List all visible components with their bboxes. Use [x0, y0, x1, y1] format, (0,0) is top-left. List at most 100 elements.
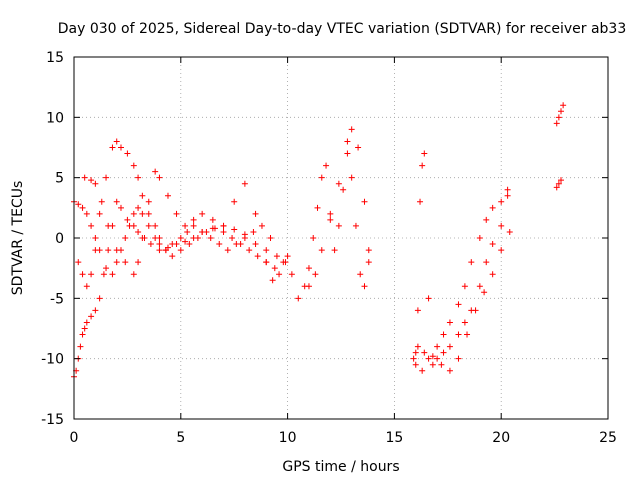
data-point	[446, 367, 453, 374]
data-point	[558, 177, 565, 184]
data-point	[252, 241, 259, 248]
data-point	[103, 265, 110, 272]
x-tick-label: 20	[492, 430, 510, 446]
data-point	[109, 271, 116, 278]
data-point	[498, 222, 505, 229]
data-point	[186, 241, 193, 248]
data-point	[81, 325, 88, 332]
data-point	[177, 235, 184, 241]
data-point	[88, 177, 95, 184]
data-point	[169, 241, 176, 248]
data-point	[438, 361, 445, 368]
data-point	[425, 295, 432, 302]
data-point	[504, 192, 511, 199]
data-point	[130, 210, 137, 217]
data-point	[555, 114, 562, 121]
data-point	[555, 180, 562, 187]
data-point	[207, 235, 214, 241]
data-point	[434, 343, 441, 350]
data-point	[446, 343, 453, 350]
series-track-j	[553, 102, 567, 127]
data-point	[489, 204, 496, 211]
series-track-d	[81, 168, 270, 278]
data-point	[199, 210, 206, 217]
data-point	[96, 210, 103, 217]
data-point	[100, 271, 107, 278]
data-point	[117, 144, 124, 151]
data-point	[224, 247, 231, 254]
y-tick-label: 5	[55, 171, 64, 187]
x-tick-label: 10	[279, 430, 297, 446]
data-point	[410, 355, 417, 362]
data-point	[252, 210, 259, 217]
data-point	[421, 150, 428, 157]
data-point	[237, 241, 244, 248]
series-track-e	[288, 138, 372, 302]
data-point	[231, 198, 238, 205]
data-point	[269, 277, 276, 284]
data-point	[472, 307, 479, 314]
data-point	[361, 198, 368, 205]
data-point	[254, 253, 261, 260]
data-point	[284, 253, 291, 260]
chart-title: Day 030 of 2025, Sidereal Day-to-day VTE…	[58, 21, 627, 37]
data-point	[288, 271, 295, 278]
data-point	[560, 102, 567, 109]
data-point	[498, 198, 505, 205]
data-point	[81, 174, 88, 181]
grid-lines	[74, 57, 608, 419]
data-point	[113, 138, 120, 145]
series-track-g	[410, 150, 511, 368]
data-point	[335, 222, 342, 229]
series-track-f	[305, 126, 372, 290]
data-point	[135, 228, 142, 235]
data-point	[331, 247, 338, 254]
data-point	[241, 180, 248, 187]
data-marks	[71, 102, 567, 380]
data-point	[139, 192, 146, 199]
data-point	[348, 174, 355, 181]
data-point	[461, 283, 468, 290]
data-point	[173, 210, 180, 217]
data-point	[263, 259, 270, 266]
data-point	[305, 283, 312, 290]
data-point	[489, 241, 496, 248]
y-tick-label: 0	[55, 231, 64, 247]
data-point	[419, 162, 426, 169]
x-tick-label: 0	[70, 430, 79, 446]
data-point	[139, 210, 146, 217]
data-point	[182, 238, 189, 245]
data-point	[414, 307, 421, 314]
data-point	[355, 144, 362, 151]
data-point	[135, 174, 142, 181]
data-point	[122, 235, 129, 241]
data-point	[440, 331, 447, 338]
y-tick-label: -10	[41, 352, 64, 368]
data-point	[417, 198, 424, 205]
data-point	[344, 150, 351, 157]
data-point	[464, 331, 471, 338]
data-point	[216, 241, 223, 248]
data-point	[105, 222, 112, 229]
data-point	[263, 247, 270, 254]
data-point	[468, 259, 475, 266]
data-point	[483, 216, 490, 223]
data-point	[229, 235, 236, 241]
data-point	[83, 283, 90, 290]
data-point	[79, 271, 86, 278]
data-point	[164, 192, 171, 199]
data-point	[312, 271, 319, 278]
data-point	[440, 349, 447, 356]
data-point	[88, 313, 95, 320]
data-point	[318, 174, 325, 181]
data-point	[117, 204, 124, 211]
data-point	[145, 210, 152, 217]
data-point	[194, 235, 201, 241]
data-point	[558, 108, 565, 115]
data-point	[156, 174, 163, 181]
data-point	[305, 265, 312, 272]
x-axis-title: GPS time / hours	[282, 459, 399, 475]
data-point	[231, 226, 238, 233]
series-track-b	[71, 198, 280, 278]
